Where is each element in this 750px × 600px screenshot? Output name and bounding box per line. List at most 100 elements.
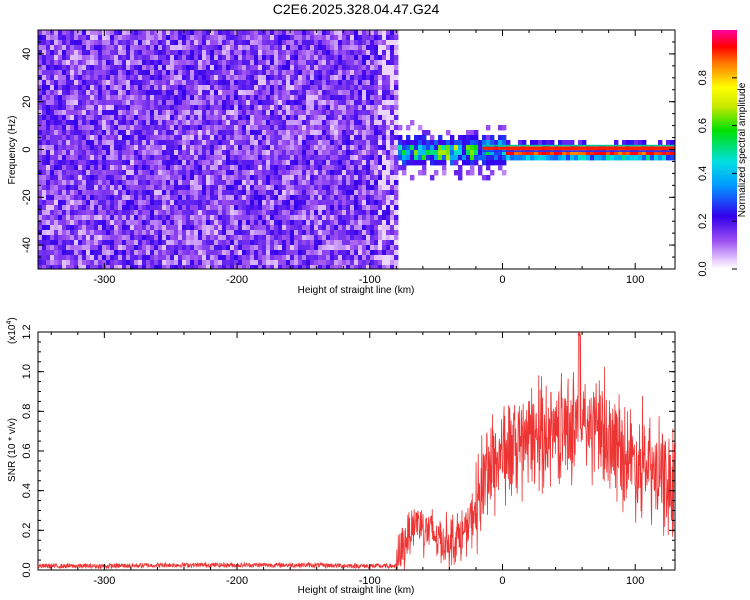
spectrogram-cell xyxy=(282,140,287,146)
spectrogram-cell xyxy=(634,150,639,156)
spectrogram-cell xyxy=(198,245,203,251)
spectrogram-cell xyxy=(362,240,367,246)
spectrogram-cell xyxy=(326,70,331,76)
spectrogram-cell xyxy=(382,65,387,71)
spectrogram-cell xyxy=(58,225,63,231)
spectrogram-cell xyxy=(342,255,347,261)
spectrogram-cell xyxy=(170,145,175,151)
spectrogram-cell xyxy=(350,205,355,211)
spectrogram-cell xyxy=(122,60,127,66)
spectrogram-cell xyxy=(318,260,323,266)
spectrogram-cell xyxy=(162,105,167,111)
spectrogram-cell xyxy=(314,155,319,161)
spectrogram-cell xyxy=(154,100,159,106)
spectrogram-cell xyxy=(246,45,251,51)
spectrogram-cell xyxy=(66,120,71,126)
spectrogram-cell xyxy=(166,215,171,221)
spectrogram-cell xyxy=(454,140,459,146)
spectrogram-cell xyxy=(318,120,323,126)
spectrogram-cell xyxy=(386,195,391,201)
spectrogram-cell xyxy=(290,205,295,211)
spectrogram-cell xyxy=(46,140,51,146)
spectrogram-cell xyxy=(74,265,79,269)
spectrogram-cell xyxy=(94,185,99,191)
spectrogram-cell xyxy=(462,145,467,151)
spectrogram-cell xyxy=(270,140,275,146)
spectrogram-cell xyxy=(166,85,171,91)
spectrogram-cell xyxy=(206,165,211,171)
spectrogram-cell xyxy=(106,220,111,226)
spectrogram-cell xyxy=(146,110,151,116)
colorbar-tick-label: 0.4 xyxy=(697,166,709,181)
spectrogram-cell xyxy=(78,55,83,61)
spectrogram-cell xyxy=(110,75,115,81)
spectrogram-cell xyxy=(234,265,239,269)
spectrogram-cell xyxy=(62,100,67,106)
spectrogram-cell xyxy=(154,225,159,231)
spectrogram-cell xyxy=(238,75,243,81)
spectrogram-cell xyxy=(382,190,387,196)
spectrogram-cell xyxy=(70,75,75,81)
spectrogram-cell xyxy=(362,165,367,171)
spectrogram-cell xyxy=(278,100,283,106)
spectrogram-cell xyxy=(166,140,171,146)
spectrogram-cell xyxy=(266,140,271,146)
spectrogram-cell xyxy=(334,240,339,246)
spectrogram-cell xyxy=(122,145,127,151)
spectrogram-cell xyxy=(314,135,319,141)
spectrogram-cell xyxy=(286,115,291,121)
spectrogram-cell xyxy=(182,250,187,256)
spectrogram-cell xyxy=(258,250,263,256)
spectrogram-cell xyxy=(218,120,223,126)
spectrogram-cell xyxy=(58,35,63,41)
spectrogram-cell xyxy=(250,30,255,36)
spectrogram-cell xyxy=(298,160,303,166)
spectrogram-cell xyxy=(294,225,299,231)
spectrogram-cell xyxy=(130,250,135,256)
spectrogram-cell xyxy=(386,100,391,106)
spectrogram-cell xyxy=(382,195,387,201)
spectrogram-cell xyxy=(82,160,87,166)
spectrogram-cell xyxy=(106,250,111,256)
spectrogram-cell xyxy=(118,200,123,206)
spectrogram-cell xyxy=(270,95,275,101)
spectrogram-cell xyxy=(202,95,207,101)
spectrogram-cell xyxy=(318,180,323,186)
spectrogram-cell xyxy=(394,120,399,126)
spectrogram-cell xyxy=(282,100,287,106)
spectrogram-cell xyxy=(226,210,231,216)
spectrogram-cell xyxy=(282,255,287,261)
spectrogram-cell xyxy=(274,90,279,96)
spectrogram-cell xyxy=(70,30,75,36)
spectrogram-cell xyxy=(202,215,207,221)
spectrogram-cell xyxy=(346,145,351,151)
spectrogram-cell xyxy=(78,165,83,171)
spectrogram-cell xyxy=(298,85,303,91)
spectrogram-cell xyxy=(66,40,71,46)
spectrogram-cell xyxy=(378,240,383,246)
spectrogram-cell xyxy=(238,35,243,41)
spectrogram-cell xyxy=(470,130,475,136)
spectrogram-cell xyxy=(314,245,319,251)
spectrogram-cell xyxy=(118,255,123,261)
spectrogram-cell xyxy=(194,165,199,171)
spectrogram-cell xyxy=(90,100,95,106)
spectrogram-cell xyxy=(190,245,195,251)
spectrogram-cell xyxy=(190,105,195,111)
spectrogram-cell xyxy=(342,80,347,86)
spectrogram-cell xyxy=(310,195,315,201)
spectrogram-cell xyxy=(222,100,227,106)
spectrogram-cell xyxy=(350,70,355,76)
spectrogram-cell xyxy=(114,265,119,269)
spectrogram-cell xyxy=(110,110,115,116)
spectrogram-cell xyxy=(74,195,79,201)
spectrogram-cell xyxy=(382,160,387,166)
spectrogram-cell xyxy=(418,150,423,156)
spectrogram-cell xyxy=(286,210,291,216)
spectrogram-cell xyxy=(94,135,99,141)
spectrogram-cell xyxy=(358,265,363,269)
spectrogram-cell xyxy=(482,135,487,141)
spectrogram-cell xyxy=(202,135,207,141)
spectrogram-cell xyxy=(314,200,319,206)
spectrogram-cell xyxy=(206,215,211,221)
